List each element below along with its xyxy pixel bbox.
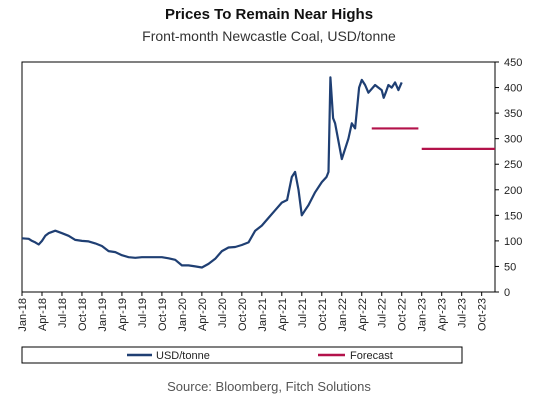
series-usd-line [21, 76, 403, 269]
x-tick-label: Apr-23 [437, 298, 449, 331]
y-tick-label: 350 [504, 108, 522, 120]
x-tick-label: Jul-19 [137, 298, 149, 328]
y-axis: 0 50 100 150 200 250 300 350 400 450 [495, 57, 522, 299]
legend-usd-label: USD/tonne [156, 350, 210, 362]
y-tick-label: 0 [504, 287, 510, 299]
y-tick-label: 300 [504, 134, 522, 146]
x-tick-label: Apr-21 [277, 298, 289, 331]
y-tick-label: 200 [504, 185, 522, 197]
y-tick-label: 150 [504, 210, 522, 222]
x-tick-label: Oct-22 [397, 298, 409, 331]
chart-subtitle: Front-month Newcastle Coal, USD/tonne [142, 28, 396, 44]
x-tick-label: Jan-21 [257, 298, 269, 332]
source-note: Source: Bloomberg, Fitch Solutions [167, 379, 371, 394]
y-tick-label: 250 [504, 159, 522, 171]
x-tick-label: Apr-19 [117, 298, 129, 331]
chart-title: Prices To Remain Near Highs [164, 6, 374, 23]
x-tick-label: Jul-23 [457, 298, 469, 328]
x-tick-label: Jul-22 [377, 298, 389, 328]
y-tick-label: 400 [504, 83, 522, 95]
x-tick-label: Apr-18 [37, 298, 49, 331]
x-axis: Jan-18 Apr-18 Jul-18 Oct-18 Jan-19 Apr-19 Jul-… [17, 292, 489, 332]
x-tick-label: Oct-18 [77, 298, 89, 331]
x-tick-label: Oct-20 [237, 298, 249, 331]
x-tick-label: Jul-21 [297, 298, 309, 328]
x-tick-label: Jan-18 [17, 298, 29, 332]
x-tick-label: Apr-20 [197, 298, 209, 331]
x-tick-label: Jan-22 [337, 298, 349, 332]
y-tick-label: 50 [504, 261, 516, 273]
legend: USD/tonne Forecast [21, 346, 463, 364]
y-tick-label: 450 [504, 57, 522, 69]
legend-forecast-label: Forecast [350, 350, 393, 362]
x-tick-label: Jan-19 [97, 298, 109, 332]
x-tick-label: Jul-18 [57, 298, 69, 328]
x-tick-label: Jan-20 [177, 298, 189, 332]
legend-box [21, 346, 463, 364]
x-tick-label: Oct-21 [317, 298, 329, 331]
x-tick-label: Apr-22 [357, 298, 369, 331]
x-tick-label: Jul-20 [217, 298, 229, 328]
x-tick-label: Jan-23 [417, 298, 429, 332]
plot-frame [21, 61, 496, 293]
y-tick-label: 100 [504, 236, 522, 248]
series-layer [21, 76, 495, 269]
x-tick-label: Oct-19 [157, 298, 169, 331]
x-tick-label: Oct-23 [477, 298, 489, 331]
